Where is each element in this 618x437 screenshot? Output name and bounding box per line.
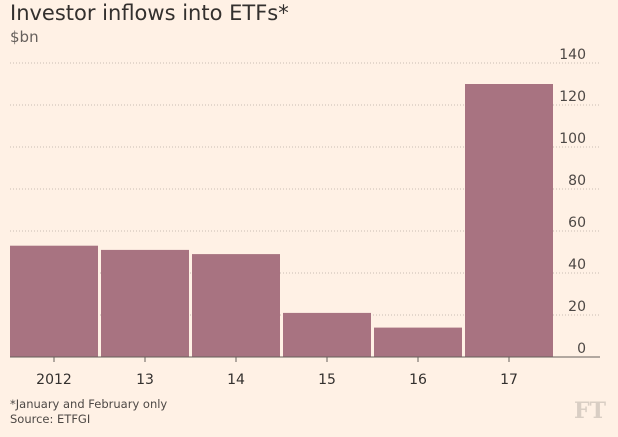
bar-15: [283, 312, 371, 357]
y-tick-label: 140: [559, 47, 586, 63]
y-tick-label: 100: [559, 131, 586, 147]
bar-2012: [10, 245, 98, 357]
footnote-note: *January and February only: [10, 397, 168, 411]
y-tick-label: 20: [568, 299, 586, 315]
y-axis-unit-label: $bn: [10, 28, 39, 46]
footnote: *January and February only Source: ETFGI: [10, 397, 167, 427]
y-tick-label: 0: [577, 341, 586, 357]
bars: [10, 84, 553, 357]
x-tick-label: 17: [500, 372, 518, 388]
y-tick-label: 80: [568, 173, 586, 189]
x-tick-label: 13: [136, 372, 154, 388]
x-tick-label: 14: [227, 372, 245, 388]
axes: 0 20 40 60 80 100 120 140 2012 13 14 15 16 17: [10, 47, 600, 388]
x-tick-label: 2012: [36, 372, 72, 388]
y-tick-label: 60: [568, 215, 586, 231]
bar-14: [192, 254, 280, 357]
bar-17: [465, 84, 553, 357]
footnote-source: Source: ETFGI: [10, 412, 91, 426]
y-tick-label: 120: [559, 89, 586, 105]
chart-title: Investor inflows into ETFs*: [10, 1, 289, 25]
ft-logo: FT: [574, 398, 606, 424]
bar-13: [101, 249, 189, 357]
bar-16: [374, 327, 462, 357]
x-tick-label: 15: [318, 372, 336, 388]
y-tick-label: 40: [568, 257, 586, 273]
x-tick-label: 16: [409, 372, 427, 388]
